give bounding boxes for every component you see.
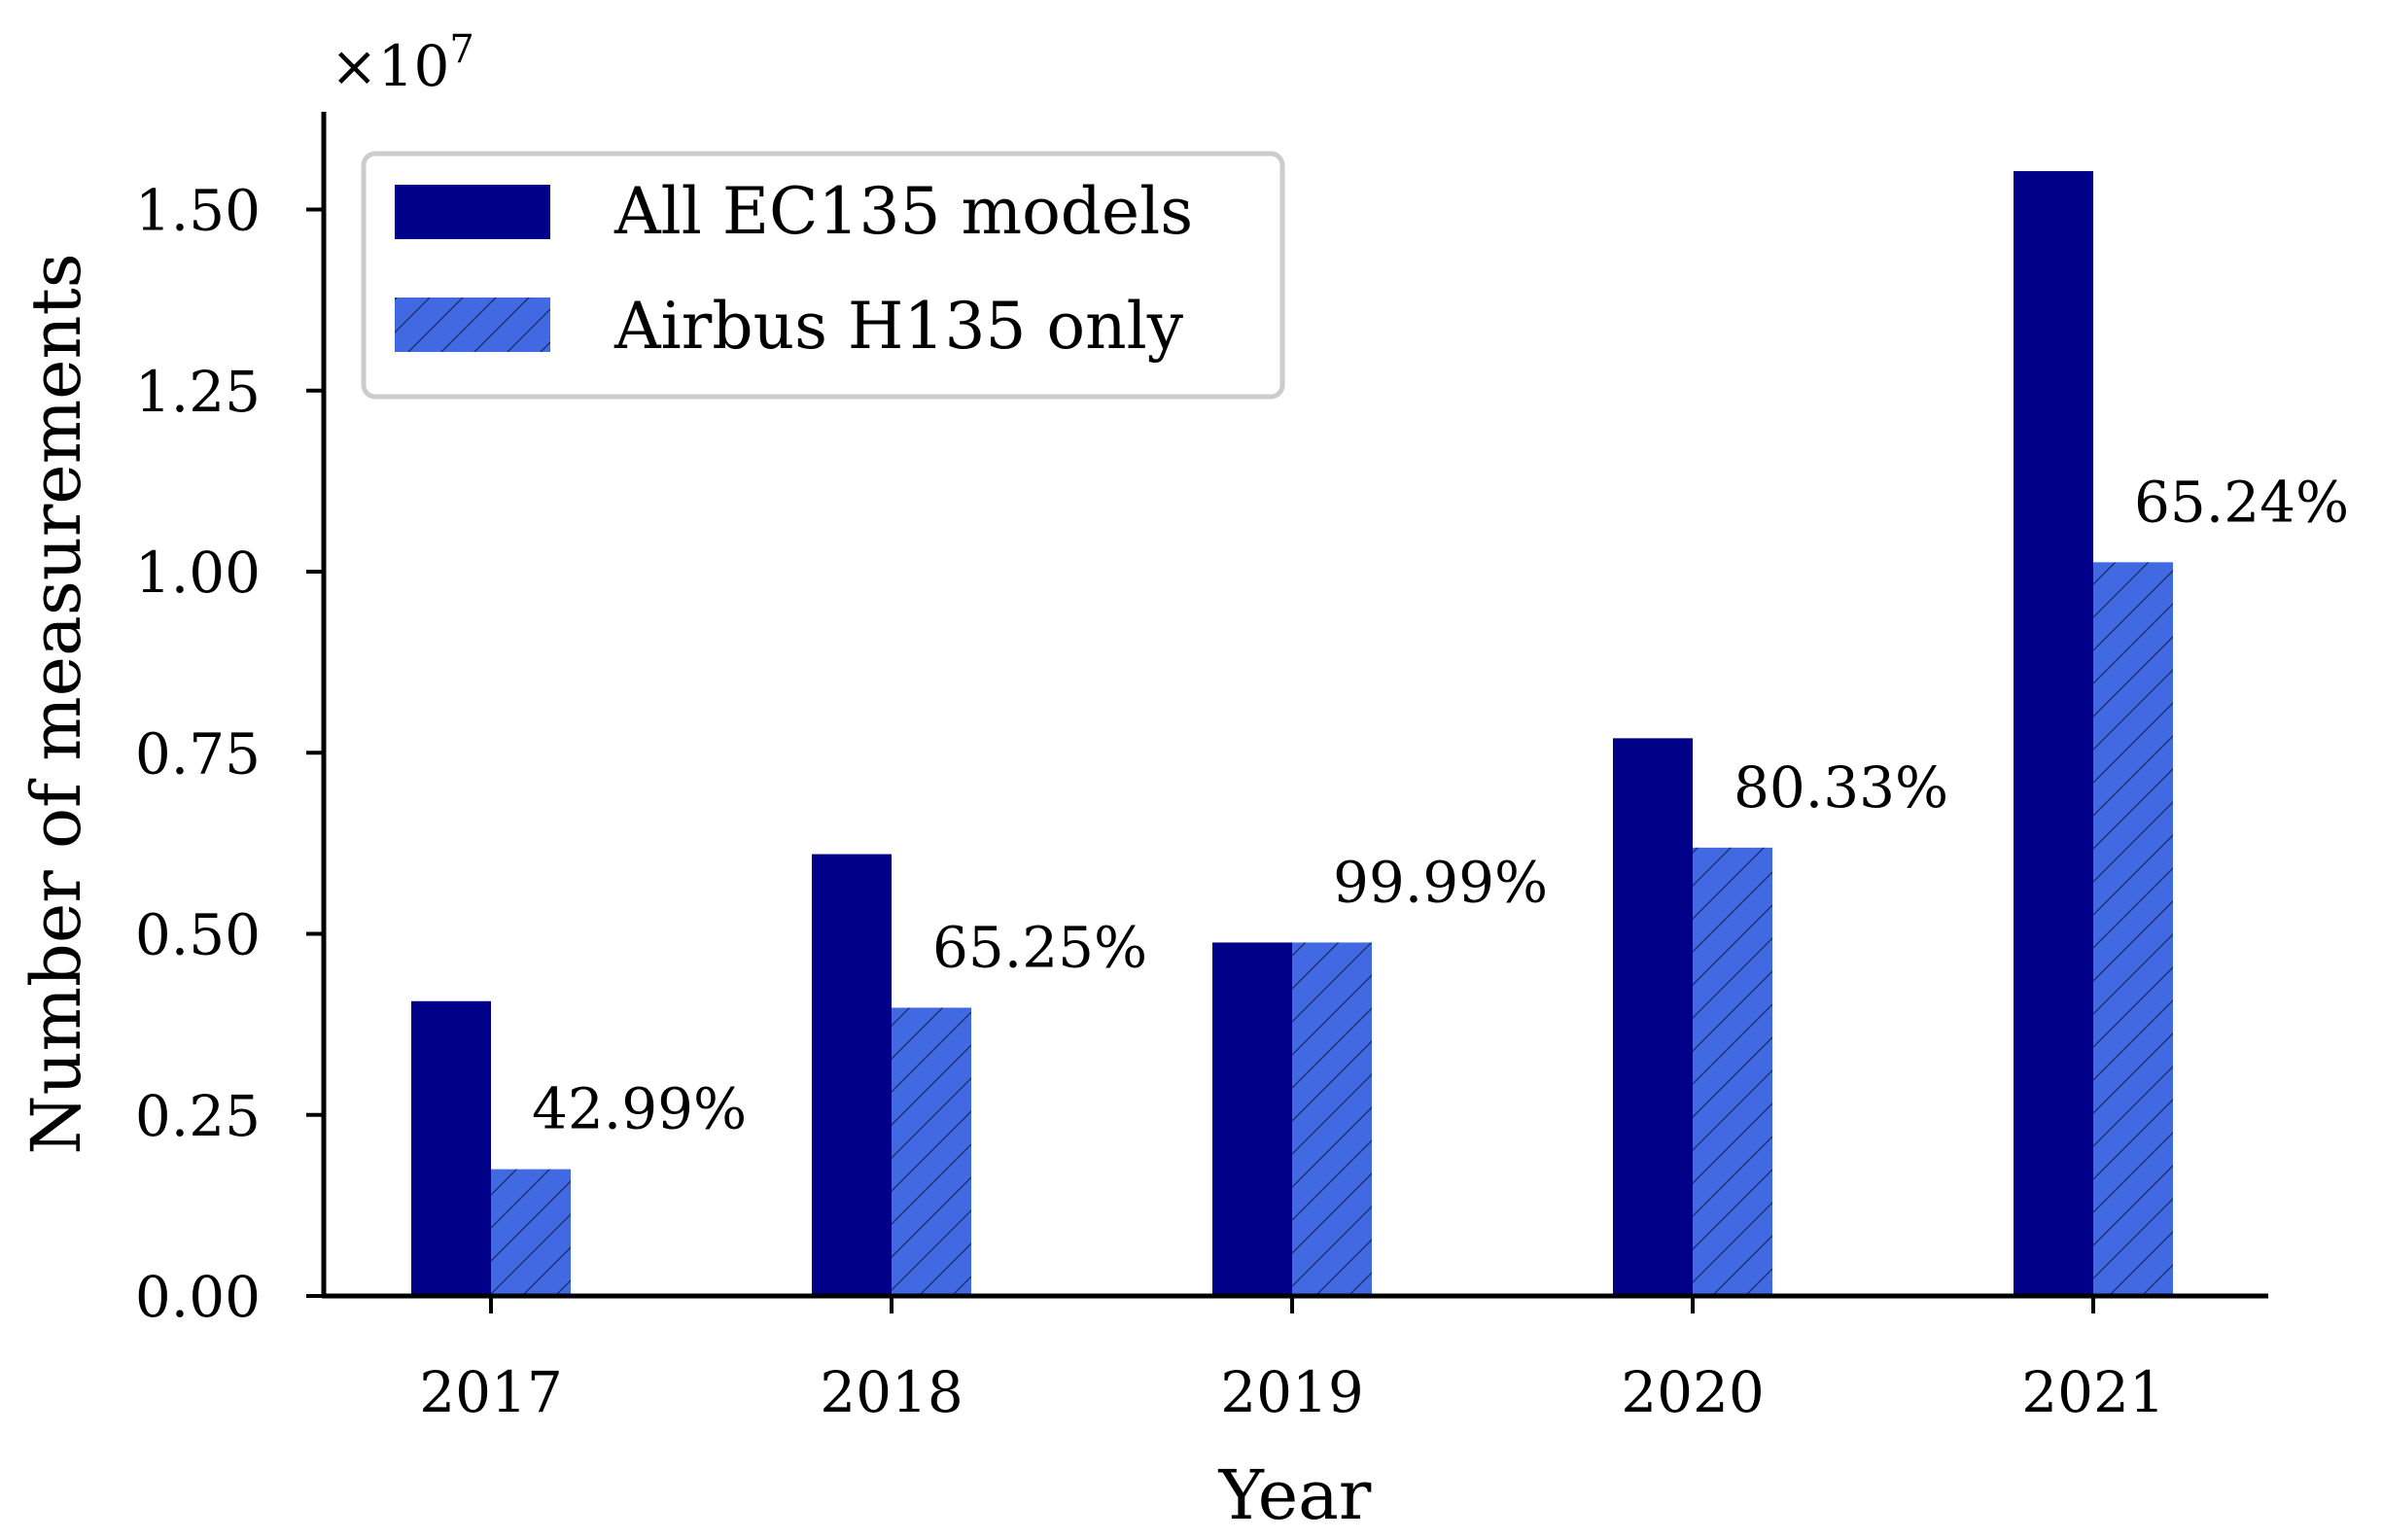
y-tick-label: 0.25 — [135, 1083, 261, 1149]
y-axis-multiplier: ×107 — [331, 27, 474, 99]
y-tick-label: 0.75 — [135, 720, 261, 787]
x-tick-label: 2017 — [419, 1359, 563, 1425]
y-axis-label: Number of measurements — [17, 253, 96, 1154]
bar-all-ec135-2019 — [1212, 942, 1292, 1296]
y-multiplier-exponent: 7 — [449, 27, 473, 72]
bar-h135-hatch-2021 — [2093, 562, 2173, 1296]
bar-h135-hatch-2017 — [491, 1169, 571, 1296]
bar-all-ec135-2021 — [2014, 171, 2093, 1296]
data-label-2018: 65.25% — [932, 914, 1147, 980]
legend-swatch-all-ec135 — [395, 185, 550, 239]
bar-all-ec135-2017 — [411, 1000, 491, 1296]
legend-label-all-ec135: All EC135 models — [613, 174, 1193, 249]
data-label-2017: 42.99% — [532, 1076, 747, 1142]
bar-h135-hatch-2019 — [1292, 942, 1372, 1296]
bar-all-ec135-2020 — [1613, 738, 1693, 1296]
x-tick-label: 2018 — [820, 1359, 963, 1425]
bar-all-ec135-2018 — [812, 854, 892, 1296]
legend-swatch-h135-hatch — [395, 298, 550, 352]
data-labels: 42.99% 65.25% 99.99% 80.33% 65.24% — [532, 469, 2349, 1141]
data-label-2020: 80.33% — [1734, 754, 1948, 821]
y-tick-label: 1.50 — [135, 178, 261, 244]
x-axis-label: Year — [1218, 1455, 1372, 1535]
bar-h135-hatch-2018 — [892, 1007, 971, 1296]
legend-label-h135: Airbus H135 only — [613, 289, 1184, 364]
data-label-2019: 99.99% — [1333, 849, 1548, 915]
y-tick-label: 1.00 — [135, 540, 261, 606]
x-tick-label: 2019 — [1220, 1359, 1364, 1425]
y-tick-label: 0.00 — [135, 1264, 261, 1330]
y-multiplier-base: ×10 — [331, 33, 449, 99]
y-ticks: 0.00 0.25 0.50 0.75 1.00 1.25 1.50 — [135, 178, 324, 1330]
x-tick-label: 2020 — [1621, 1359, 1765, 1425]
legend: All EC135 models Airbus H135 only — [361, 151, 1285, 400]
bar-h135-hatch-2020 — [1693, 847, 1772, 1296]
y-tick-label: 0.50 — [135, 902, 261, 968]
data-label-2021: 65.24% — [2134, 469, 2349, 535]
y-tick-label: 1.25 — [135, 359, 261, 425]
plot-area — [411, 171, 2173, 1296]
legend-frame — [361, 151, 1285, 400]
x-tick-label: 2021 — [2021, 1359, 2165, 1425]
x-ticks: 2017 2018 2019 2020 2021 — [419, 1296, 2165, 1425]
